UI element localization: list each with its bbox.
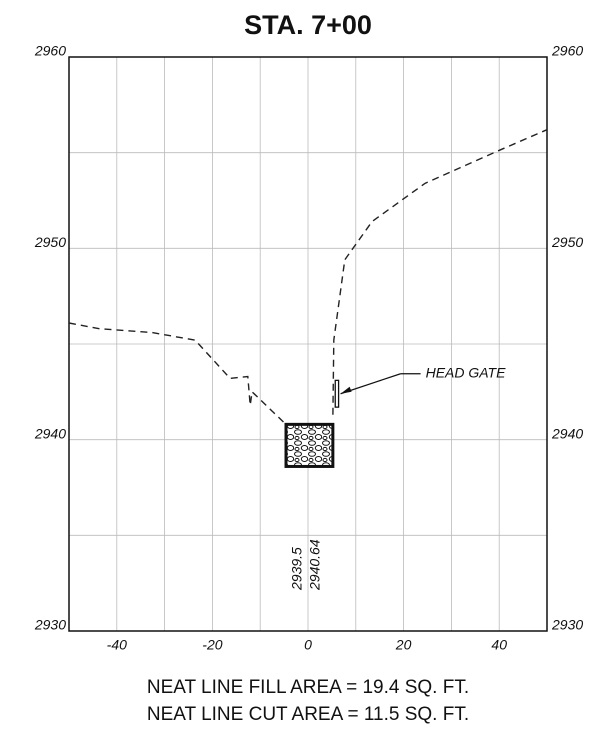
y-tick-label: 2930 [34,617,66,633]
plot-frame [68,56,548,632]
ground-line [68,322,289,427]
y-tick-label: 2960 [34,43,66,59]
y2-tick-label: 2960 [551,43,583,59]
leader-arrow [340,386,352,394]
note: NEAT LINE CUT AREA = 11.5 SQ. FT. [147,704,469,725]
ground-line [332,129,548,415]
y2-tick-label: 2930 [551,617,583,633]
y2-tick-label: 2940 [551,425,583,441]
x-tick-label: -40 [107,637,127,653]
elevation-label: 2940.64 [307,539,323,591]
chart-title: STA. 7+00 [244,10,372,40]
elevation-label: 2939.5 [289,547,305,591]
x-tick-label: 40 [491,637,507,653]
x-tick-label: 20 [395,637,412,653]
y-tick-label: 2940 [34,425,66,441]
annotation: HEAD GATE [426,364,507,380]
y2-tick-label: 2950 [551,234,583,250]
note: NEAT LINE FILL AREA = 19.4 SQ. FT. [147,677,469,698]
x-tick-label: -20 [202,637,222,653]
y-tick-label: 2950 [34,234,66,250]
x-tick-label: 0 [304,637,312,653]
riprap-box [284,422,335,468]
head-gate [334,379,340,408]
